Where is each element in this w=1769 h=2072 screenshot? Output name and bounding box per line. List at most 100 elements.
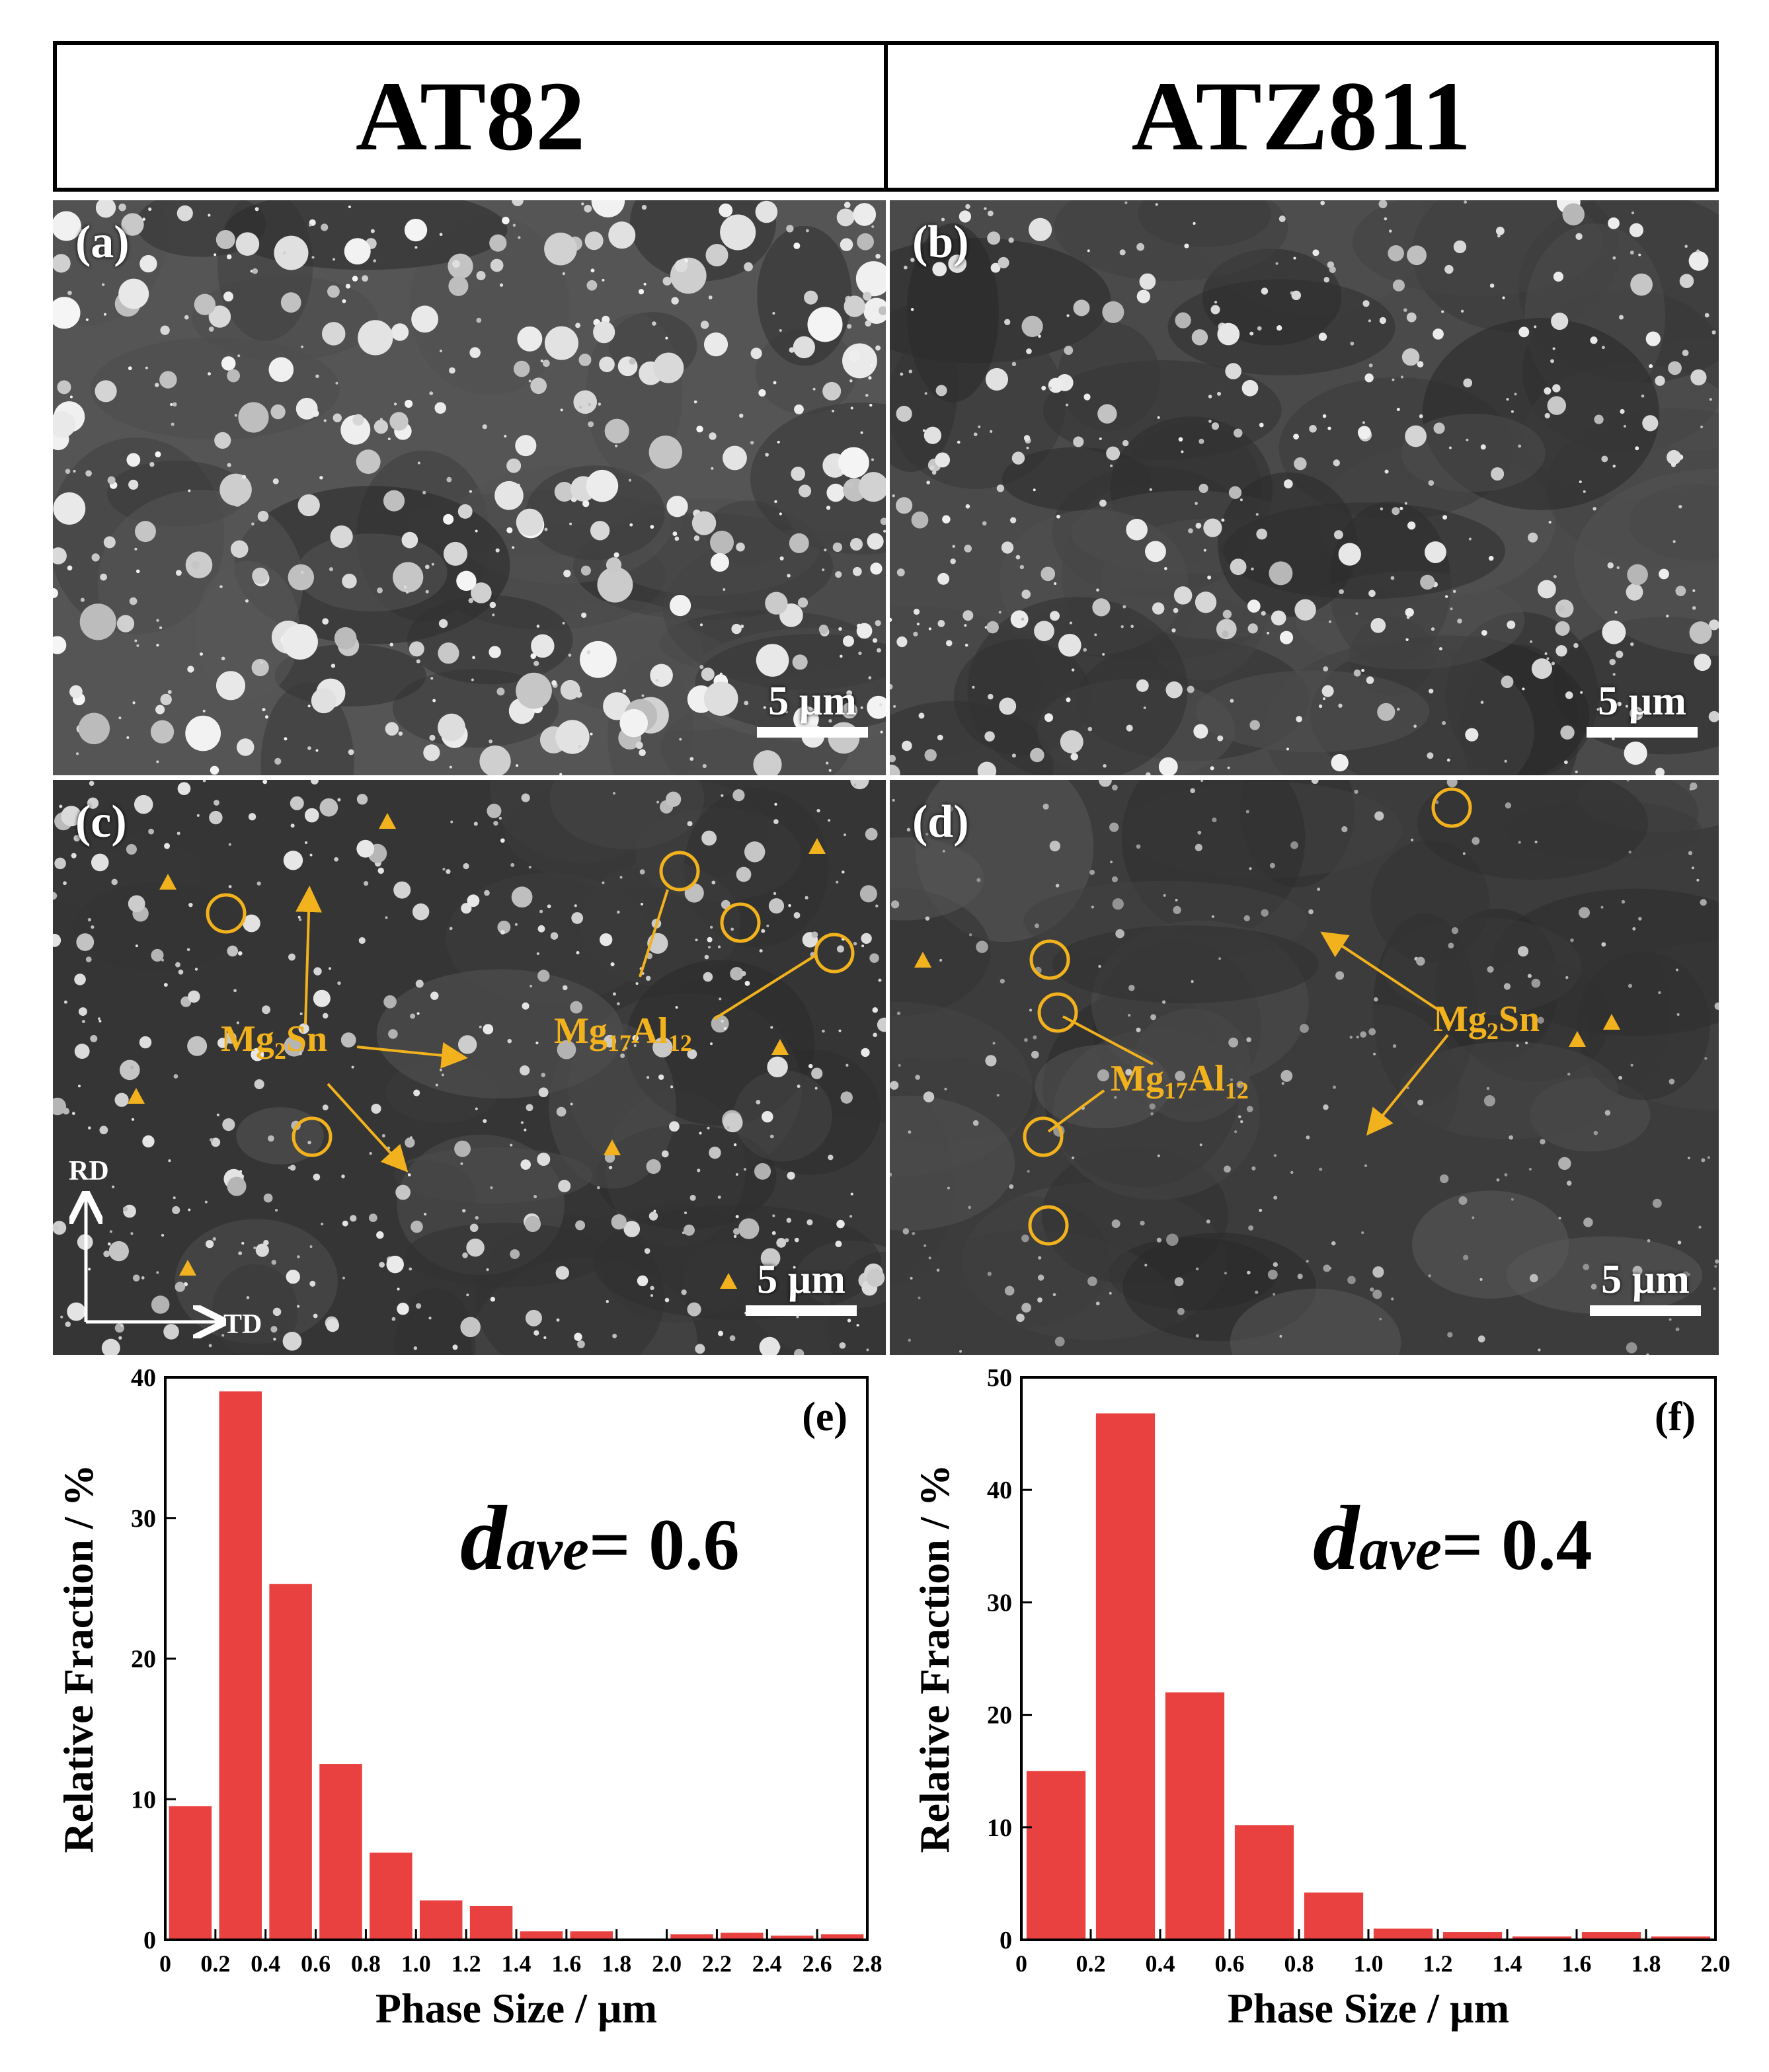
sem-particle bbox=[942, 515, 951, 524]
sem-particle bbox=[1041, 566, 1056, 582]
sem-particle bbox=[896, 568, 905, 577]
sem-particle bbox=[438, 619, 448, 629]
sem-grain bbox=[550, 780, 705, 849]
sem-particle bbox=[413, 1089, 420, 1096]
sem-particle bbox=[194, 293, 216, 315]
sem-particle bbox=[78, 1007, 87, 1017]
sem-particle bbox=[896, 497, 913, 514]
sem-particle bbox=[822, 568, 825, 572]
sem-particle bbox=[760, 1248, 781, 1268]
sem-particle bbox=[1320, 200, 1325, 206]
sem-grain bbox=[395, 1288, 476, 1355]
sem-particle bbox=[71, 853, 77, 859]
sem-particle bbox=[1136, 289, 1150, 303]
sem-particle bbox=[369, 1152, 372, 1155]
sem-particle bbox=[297, 494, 320, 517]
sem-particle bbox=[756, 644, 789, 677]
sem-particle bbox=[1624, 741, 1647, 765]
sem-particle bbox=[1333, 459, 1340, 467]
sem-particle bbox=[214, 432, 231, 449]
sem-particle bbox=[435, 1083, 438, 1087]
sem-particle bbox=[1511, 1198, 1514, 1201]
sem-texture-d bbox=[890, 780, 1719, 1355]
sem-particle bbox=[870, 364, 873, 367]
x-tick-label: 1.2 bbox=[1423, 1950, 1453, 1977]
sem-particle bbox=[241, 1242, 245, 1245]
sem-particle bbox=[305, 841, 308, 845]
sem-particle bbox=[1410, 838, 1414, 841]
d-subscript: ave bbox=[1359, 1517, 1442, 1582]
sem-particle bbox=[1294, 599, 1316, 621]
sem-particle bbox=[643, 282, 647, 286]
sem-particle bbox=[865, 827, 878, 841]
sem-particle bbox=[202, 709, 206, 712]
sem-particle bbox=[1111, 1219, 1120, 1229]
sem-particle bbox=[155, 451, 161, 457]
sem-particle bbox=[395, 1184, 411, 1200]
sem-particle bbox=[538, 1087, 549, 1098]
sem-particle bbox=[301, 345, 304, 348]
sem-particle bbox=[908, 369, 913, 373]
sem-particle bbox=[1690, 369, 1707, 386]
sem-particle bbox=[290, 824, 295, 828]
sem-particle bbox=[108, 1241, 129, 1262]
sem-particle bbox=[1347, 1276, 1356, 1285]
sem-particle bbox=[1675, 1327, 1680, 1332]
sem-particle bbox=[658, 1074, 664, 1080]
sem-particle bbox=[432, 699, 436, 703]
sem-particle bbox=[1487, 966, 1494, 973]
sem-particle bbox=[1612, 256, 1616, 260]
sem-particle bbox=[1609, 658, 1616, 666]
sem-particle bbox=[1273, 1293, 1276, 1296]
sem-particle bbox=[996, 484, 1005, 492]
sem-particle bbox=[1171, 628, 1176, 633]
sem-particle bbox=[761, 929, 766, 933]
sem-particle bbox=[1300, 1024, 1309, 1033]
sem-particle bbox=[846, 690, 853, 697]
sem-particle bbox=[1451, 927, 1459, 935]
sem-particle bbox=[768, 898, 785, 914]
sem-particle bbox=[1323, 666, 1329, 671]
sem-particle bbox=[629, 523, 633, 527]
header-atz811: ATZ811 bbox=[884, 45, 1715, 188]
sem-particle bbox=[196, 814, 200, 817]
sem-particle bbox=[288, 564, 315, 591]
histogram-e-svg: 0 0.2 0.4 0.6 0.8 1.0 1.2 1.4 1.6 1.8 2.0 2.2 2.4 2.6… bbox=[55, 1364, 883, 2032]
sem-particle bbox=[116, 615, 135, 633]
sem-particle bbox=[173, 402, 177, 407]
sem-particle bbox=[723, 1026, 727, 1030]
sem-particle bbox=[1591, 1284, 1597, 1290]
sem-particle bbox=[490, 1186, 493, 1190]
sem-particle bbox=[107, 476, 116, 484]
sem-particle bbox=[733, 1143, 737, 1147]
sem-particle bbox=[466, 1293, 469, 1297]
sem-particle bbox=[890, 617, 892, 622]
sem-particle bbox=[1601, 942, 1606, 947]
sem-particle bbox=[1349, 1036, 1353, 1039]
sem-particle bbox=[1489, 283, 1495, 288]
sem-particle bbox=[141, 1276, 145, 1280]
sem-particle bbox=[210, 765, 219, 775]
sem-particle bbox=[1089, 870, 1095, 875]
sem-particle bbox=[341, 1174, 345, 1178]
sem-particle bbox=[1509, 1135, 1513, 1140]
sem-particle bbox=[1269, 863, 1275, 868]
sem-particle bbox=[313, 1313, 318, 1319]
sem-particle bbox=[88, 1268, 91, 1271]
sem-particle bbox=[457, 1035, 477, 1054]
sem-particle bbox=[489, 234, 507, 252]
sem-particle bbox=[530, 984, 533, 987]
panel-label-b: (b) bbox=[912, 217, 969, 268]
sem-particle bbox=[807, 307, 843, 342]
sem-particle bbox=[1400, 375, 1404, 379]
sem-particle bbox=[297, 1255, 300, 1258]
sem-particle bbox=[896, 405, 912, 422]
x-tick-label: 0.2 bbox=[200, 1950, 230, 1977]
sem-particle bbox=[1267, 1269, 1278, 1280]
sem-particle bbox=[1416, 956, 1425, 966]
sem-particle bbox=[500, 838, 505, 843]
sem-particle bbox=[1026, 446, 1029, 449]
sem-particle bbox=[512, 546, 515, 549]
sem-particle bbox=[836, 1219, 845, 1229]
sem-particle bbox=[155, 705, 165, 714]
